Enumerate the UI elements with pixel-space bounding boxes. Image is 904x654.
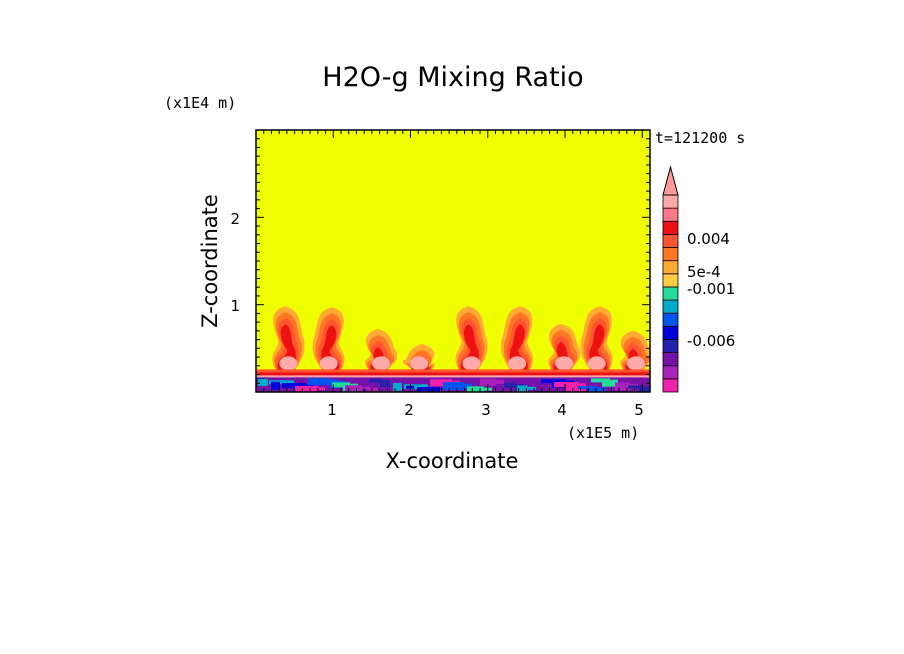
surface-patch	[332, 382, 350, 388]
plume-core	[372, 356, 391, 371]
plume-core	[462, 356, 481, 371]
surface-patch	[393, 382, 402, 391]
x-axis-label: X-coordinate	[386, 449, 519, 473]
surface-patch	[615, 382, 630, 391]
surface-patch	[628, 385, 642, 389]
minor-ticks	[255, 129, 651, 393]
colorbar-swatch	[662, 378, 679, 393]
surface-patch	[541, 379, 566, 384]
y-axis-label: Z-coordinate	[198, 194, 222, 328]
y-tick-label: 1	[230, 297, 240, 315]
x-tick-labels: 1 2 3 4 5	[327, 401, 644, 419]
surface-patch	[271, 381, 280, 390]
x-tick-label: 2	[404, 401, 414, 419]
surface-patch	[565, 383, 586, 392]
surface-patch	[591, 378, 610, 383]
plume-core	[587, 356, 606, 371]
surface-patch	[578, 386, 598, 390]
surface-patch	[480, 378, 496, 386]
surface-patch	[528, 386, 536, 390]
surface-patch	[345, 385, 362, 392]
surface-patch	[369, 378, 382, 383]
colorbar-label: -0.006	[687, 332, 735, 350]
surface-patch	[380, 380, 390, 388]
surface-patch	[295, 385, 318, 392]
plume-core	[508, 356, 527, 371]
surface-patch	[404, 384, 428, 390]
colorbar-label: -0.001	[687, 280, 735, 298]
boundary-band	[256, 372, 650, 376]
surface-patch	[356, 386, 370, 390]
x-tick-label: 4	[557, 401, 567, 419]
surface-patch	[308, 378, 330, 386]
colorbar-swatch	[662, 312, 679, 327]
x-tick-label: 5	[634, 401, 644, 419]
colorbar-label: 0.004	[687, 230, 730, 248]
plumes-layer	[256, 306, 650, 376]
colorbar-swatch	[662, 194, 679, 209]
surface-patch	[256, 377, 264, 381]
surface-layer	[256, 375, 650, 392]
colorbar-swatch	[662, 286, 679, 301]
y-tick-labels: 1 2	[230, 210, 240, 315]
surface-patch	[443, 382, 464, 391]
surface-patch	[430, 379, 452, 387]
surface-patch	[406, 385, 414, 389]
colorbar-swatch	[662, 325, 679, 340]
plume-core	[410, 356, 429, 371]
surface-patch	[554, 381, 578, 387]
y-tick-label: 2	[230, 210, 240, 228]
surface-patch	[589, 387, 606, 392]
surface-patch	[639, 386, 650, 392]
x-tick-label: 1	[327, 401, 337, 419]
surface-patch	[269, 380, 294, 385]
x-scale-label: (x1E5 m)	[567, 424, 639, 442]
surface-patch	[258, 378, 268, 386]
plot-area	[256, 130, 650, 392]
surface-patch	[602, 379, 618, 387]
plume-core	[319, 356, 338, 371]
colorbar-swatch	[662, 273, 679, 288]
surface-edge	[256, 375, 650, 378]
surface-patch	[467, 386, 484, 392]
colorbar-swatch	[662, 260, 679, 275]
surface-patch	[367, 387, 378, 392]
colorbar-swatch	[662, 247, 679, 262]
surface-patch	[504, 382, 516, 388]
colorbar-swatch	[662, 207, 679, 222]
surface-patch	[282, 383, 306, 389]
time-label: t=121200 s	[655, 129, 745, 147]
surface-patch	[517, 385, 528, 392]
colorbar-labels: 0.004 5e-4 -0.001 -0.006	[687, 230, 735, 350]
colorbar-swatch	[662, 299, 679, 314]
colorbar-swatch	[662, 339, 679, 354]
chart-title: H2O-g Mixing Ratio	[322, 62, 583, 93]
surface-patch	[478, 387, 492, 391]
y-scale-label: (x1E4 m)	[164, 94, 236, 112]
plume-core	[627, 356, 646, 371]
surface-patch	[417, 387, 440, 392]
colorbar-label: 5e-4	[687, 263, 721, 281]
plume-core	[279, 356, 298, 371]
colorbar-arrow	[662, 165, 679, 196]
colorbar-swatch	[662, 352, 679, 367]
colorbar-swatch	[662, 220, 679, 235]
colorbar-swatch	[662, 365, 679, 380]
colorbar-swatch	[662, 233, 679, 248]
surface-patch	[491, 379, 504, 384]
plume-core	[555, 356, 574, 371]
x-tick-label: 3	[481, 401, 491, 419]
colorbar	[662, 165, 679, 393]
